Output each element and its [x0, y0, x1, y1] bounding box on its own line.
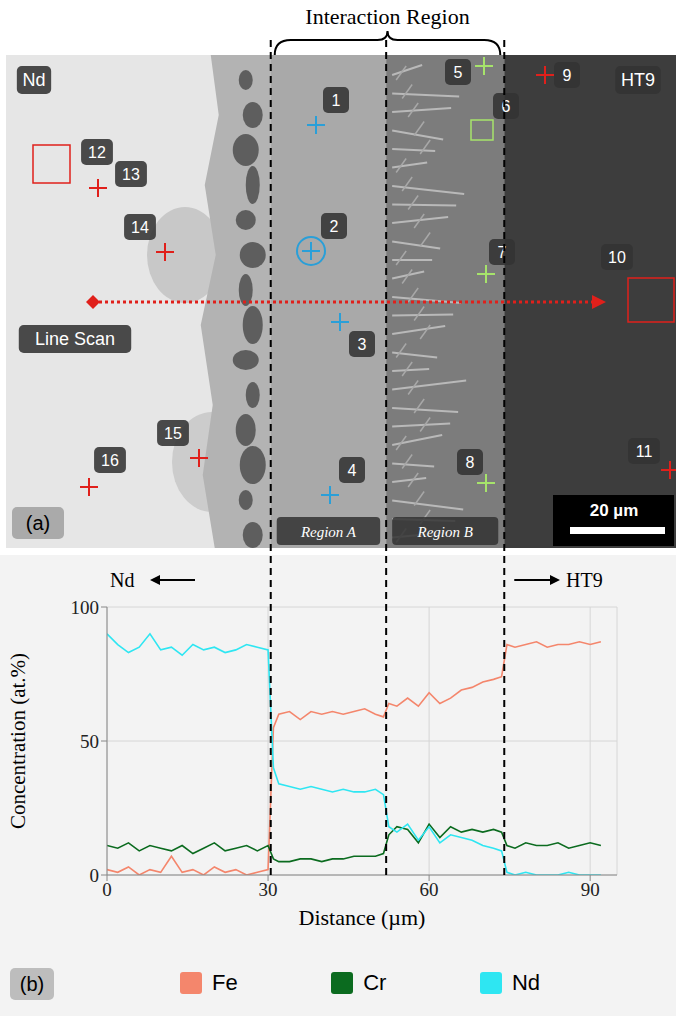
svg-text:Region A: Region A — [300, 524, 357, 540]
svg-text:8: 8 — [466, 454, 475, 471]
svg-text:Nd: Nd — [22, 70, 45, 90]
svg-text:4: 4 — [348, 462, 357, 479]
svg-text:13: 13 — [122, 166, 140, 183]
svg-text:15: 15 — [164, 425, 182, 442]
svg-text:1: 1 — [332, 92, 341, 109]
svg-text:16: 16 — [101, 452, 119, 469]
svg-text:60: 60 — [420, 879, 439, 900]
svg-text:50: 50 — [80, 731, 99, 752]
svg-text:(a): (a) — [26, 512, 50, 534]
svg-text:14: 14 — [131, 219, 149, 236]
svg-text:6: 6 — [502, 98, 511, 115]
svg-text:3: 3 — [358, 336, 367, 353]
svg-text:20 µm: 20 µm — [590, 501, 639, 520]
svg-text:HT9: HT9 — [621, 70, 655, 90]
svg-text:11: 11 — [636, 443, 653, 460]
html-text:Cr: Cr — [363, 970, 387, 995]
svg-text:0: 0 — [90, 865, 100, 886]
svg-text:Concentration (at.%): Concentration (at.%) — [6, 653, 30, 829]
svg-text:Nd: Nd — [110, 569, 134, 591]
svg-text:Line Scan: Line Scan — [35, 329, 115, 349]
svg-text:5: 5 — [454, 64, 463, 81]
svg-text:Distance (µm): Distance (µm) — [299, 905, 426, 930]
svg-text:12: 12 — [88, 144, 106, 161]
svg-text:10: 10 — [608, 249, 626, 266]
html-text:Fe: Fe — [212, 970, 238, 995]
svg-text:90: 90 — [581, 879, 600, 900]
html-text:Nd: Nd — [511, 970, 540, 995]
svg-text:100: 100 — [71, 597, 100, 618]
html-text:(b): (b) — [19, 972, 45, 995]
svg-text:7: 7 — [498, 244, 507, 261]
svg-text:HT9: HT9 — [566, 569, 603, 591]
svg-text:9: 9 — [563, 67, 572, 84]
svg-text:30: 30 — [259, 879, 278, 900]
svg-text:0: 0 — [102, 879, 112, 900]
svg-text:Region B: Region B — [417, 524, 473, 540]
svg-text:2: 2 — [330, 218, 339, 235]
svg-text:Interaction Region: Interaction Region — [305, 4, 469, 29]
